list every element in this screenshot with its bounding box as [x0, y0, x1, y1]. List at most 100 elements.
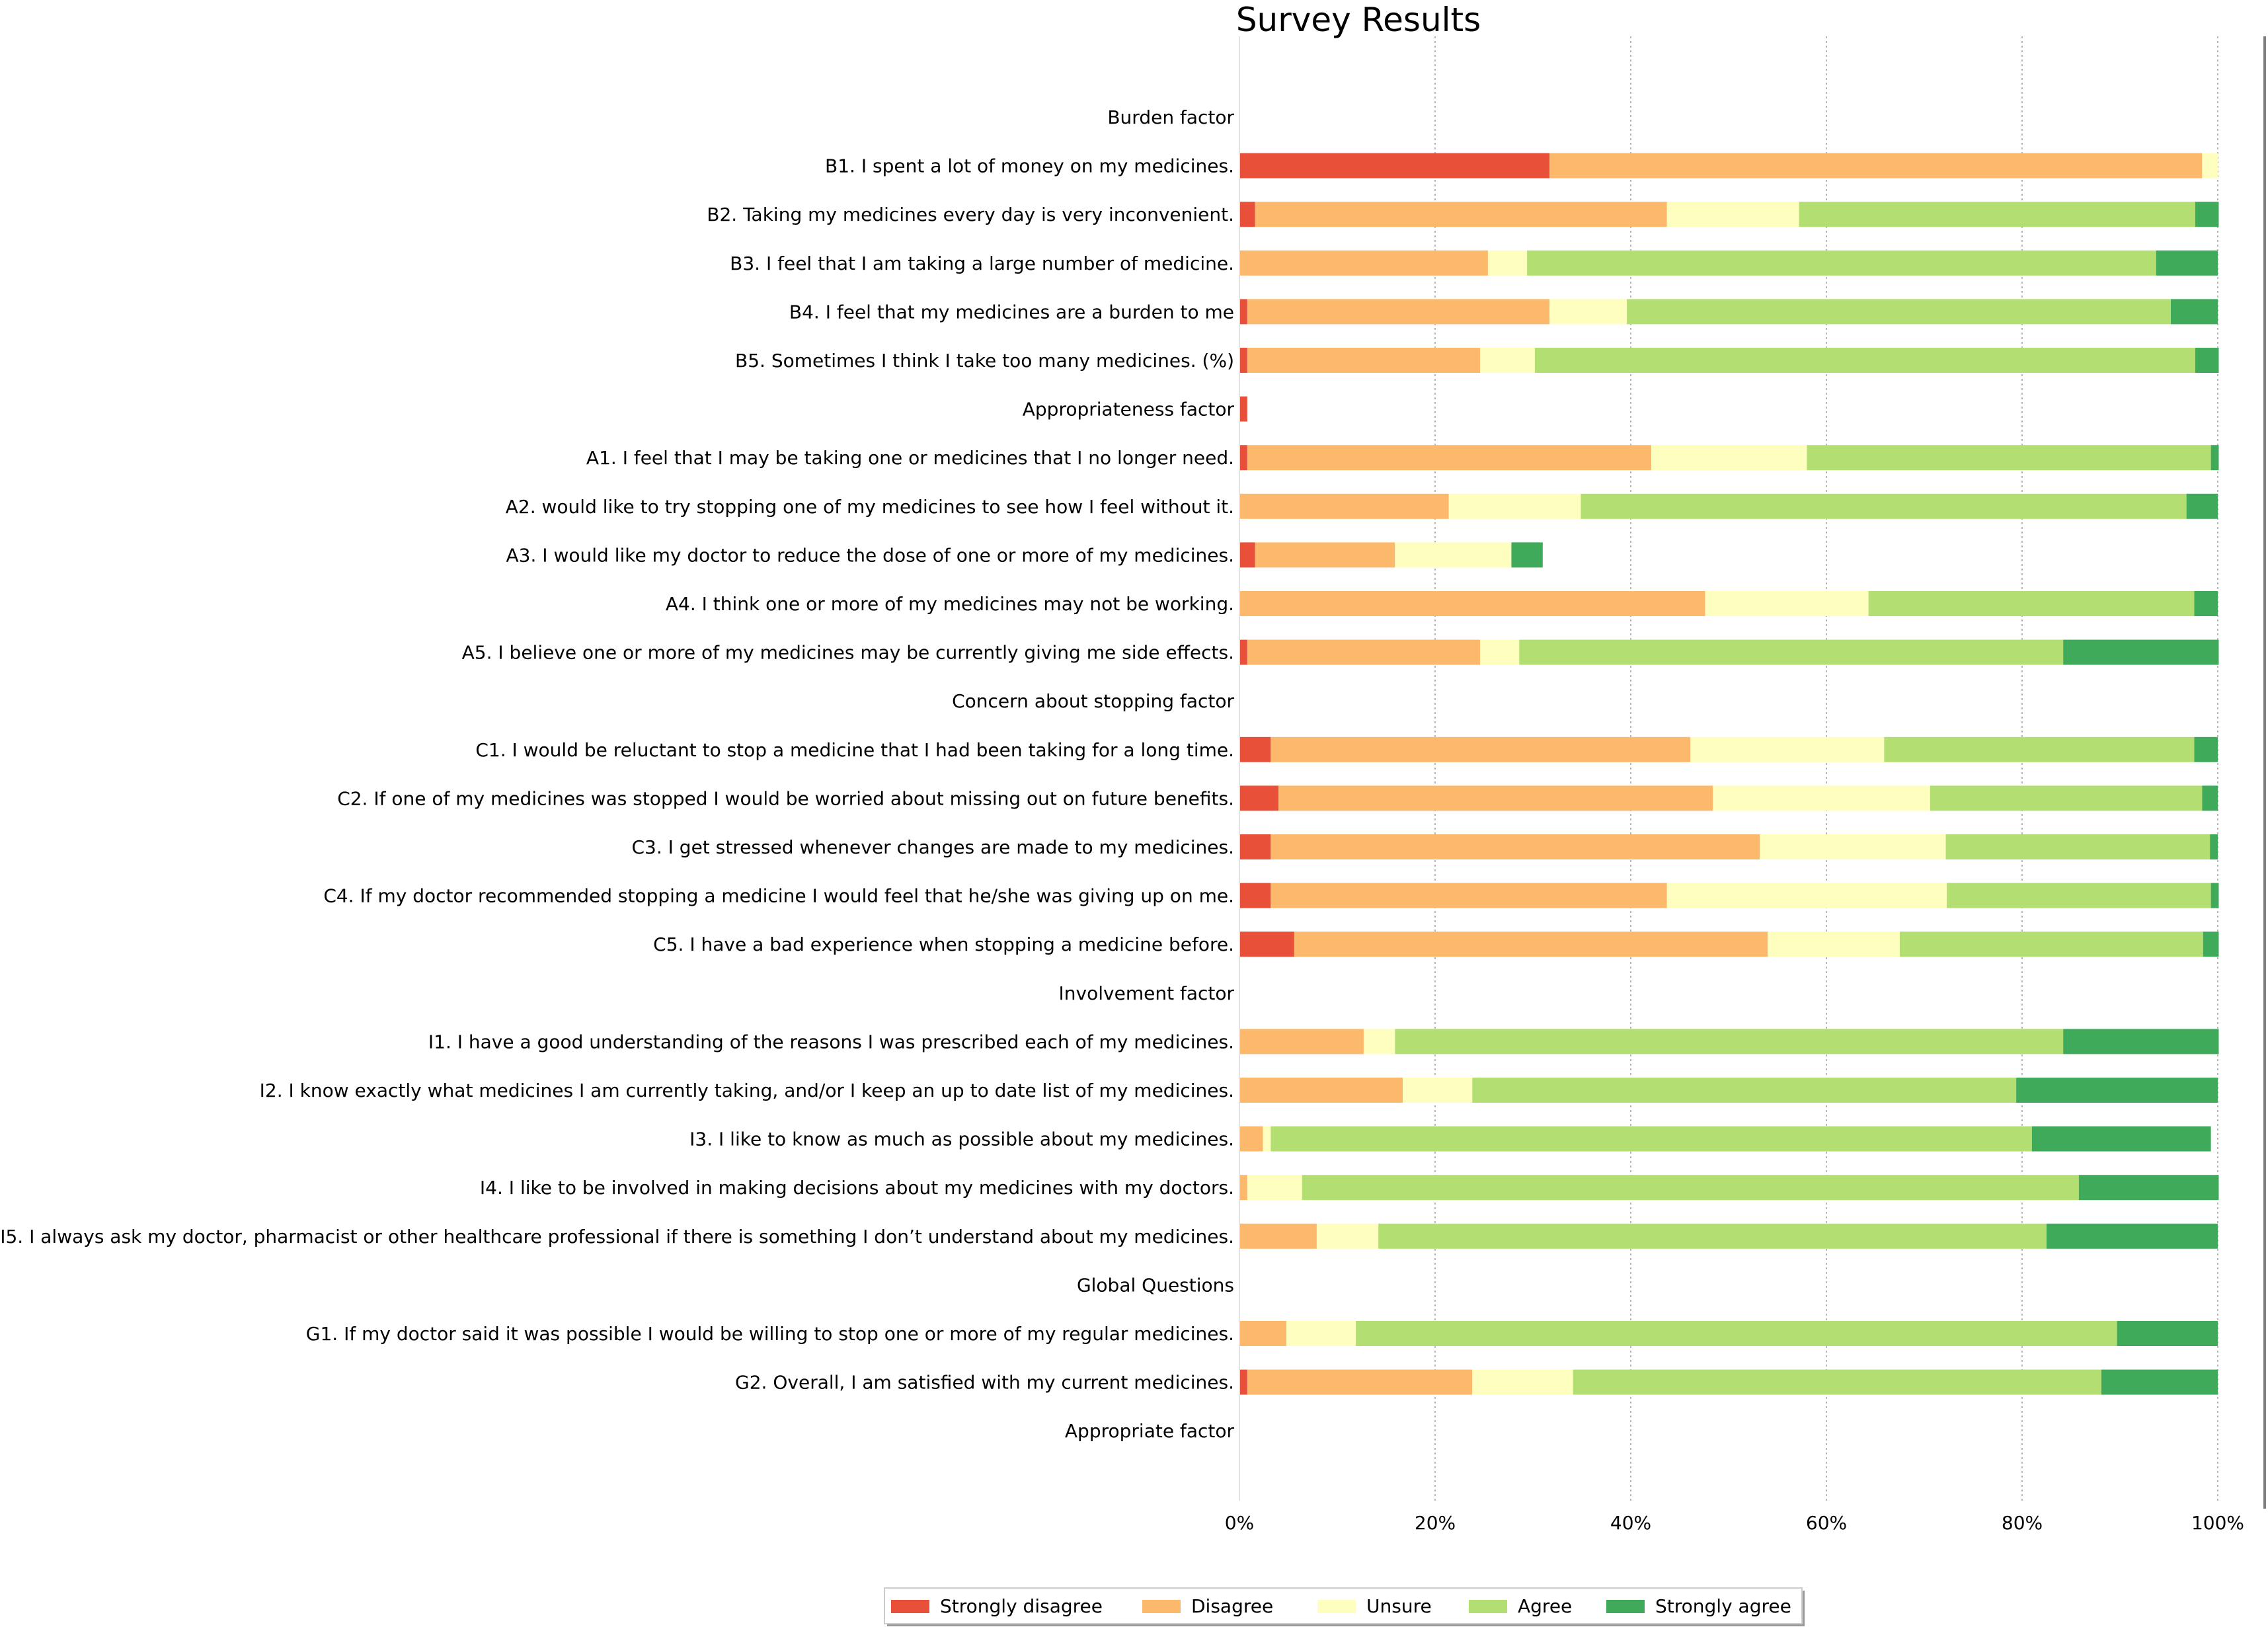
category-label: A1. I feel that I may be taking one or m… [586, 447, 1234, 469]
bar-agree [1378, 1223, 2047, 1249]
legend-swatch-agree [1469, 1600, 1507, 1613]
category-label: B4. I feel that my medicines are a burde… [789, 301, 1234, 323]
bar-strongly-disagree [1239, 445, 1247, 471]
category-label: I5. I always ask my doctor, pharmacist o… [0, 1226, 1234, 1248]
bar-disagree [1239, 1175, 1247, 1201]
bar-strongly-disagree [1239, 542, 1255, 568]
bar-disagree [1239, 1223, 1317, 1249]
bar-strongly-disagree [1239, 348, 1247, 373]
bar-strongly-disagree [1239, 202, 1255, 227]
legend-swatch-strongly-disagree [891, 1600, 929, 1613]
category-label: C5. I have a bad experience when stoppin… [653, 933, 1234, 955]
category-label: I3. I like to know as much as possible a… [689, 1129, 1234, 1150]
bar-disagree [1247, 639, 1481, 665]
bar-strongly-disagree [1239, 1369, 1247, 1395]
bar-strongly-disagree [1239, 396, 1247, 422]
bar-unsure [1480, 348, 1535, 373]
bar-agree [1534, 348, 2195, 373]
bar-strongly-agree [2047, 1223, 2218, 1249]
bar-agree [1472, 1078, 2017, 1103]
bar-strongly-agree [2210, 445, 2219, 471]
bar-strongly-agree [2210, 834, 2218, 859]
bar-agree [1573, 1369, 2101, 1395]
category-label: B3. I feel that I am taking a large numb… [730, 253, 1234, 274]
bar-strongly-disagree [1239, 785, 1279, 811]
x-tick-label: 40% [1610, 1512, 1651, 1534]
bar-disagree [1271, 736, 1691, 762]
legend-label: Unsure [1366, 1595, 1432, 1617]
legend-swatch-unsure [1317, 1600, 1356, 1613]
bar-unsure [1247, 1175, 1302, 1201]
legend-swatch-strongly-agree [1606, 1600, 1645, 1613]
legend-label: Strongly agree [1655, 1595, 1791, 1617]
bar-strongly-agree [2202, 785, 2218, 811]
bar-strongly-agree [2194, 591, 2218, 616]
bar-disagree [1239, 1126, 1263, 1152]
category-label: Concern about stopping factor [952, 690, 1234, 712]
bar-agree [1519, 639, 2064, 665]
bar-agree [1395, 1029, 2064, 1054]
x-tick-label: 100% [2191, 1512, 2244, 1534]
bar-agree [1581, 493, 2187, 519]
bar-strongly-agree [2195, 348, 2219, 373]
bar-unsure [1760, 834, 1946, 859]
bar-unsure [1768, 932, 1900, 957]
bar-disagree [1239, 1078, 1403, 1103]
category-label: G2. Overall, I am satisfied with my curr… [735, 1372, 1234, 1394]
bar-agree [1868, 591, 2195, 616]
bar-agree [1930, 785, 2203, 811]
bar-disagree [1271, 834, 1760, 859]
bar-disagree [1255, 542, 1395, 568]
category-label: B2. Taking my medicines every day is ver… [707, 204, 1234, 225]
x-tick-label: 80% [2002, 1512, 2043, 1534]
legend: Strongly disagree Disagree Unsure Agree Stro… [884, 1587, 1805, 1626]
x-tick-label: 20% [1415, 1512, 1456, 1534]
bar-unsure [2202, 153, 2218, 179]
bar-disagree [1239, 250, 1488, 276]
legend-swatch-disagree [1142, 1600, 1181, 1613]
category-label: C1. I would be reluctant to stop a medic… [475, 739, 1234, 761]
bar-unsure [1316, 1223, 1379, 1249]
bar-agree [1945, 834, 2210, 859]
bar-strongly-agree [2063, 639, 2219, 665]
category-label: Appropriate factor [1065, 1420, 1235, 1442]
bar-disagree [1255, 202, 1667, 227]
bar-unsure [1448, 493, 1581, 519]
bar-strongly-agree [2117, 1321, 2218, 1346]
bar-agree [1884, 736, 2195, 762]
bar-strongly-disagree [1239, 834, 1271, 859]
bar-strongly-agree [2063, 1029, 2219, 1054]
bar-strongly-disagree [1239, 932, 1294, 957]
bar-unsure [1286, 1321, 1356, 1346]
bar-unsure [1472, 1369, 1573, 1395]
bar-strongly-agree [2195, 202, 2219, 227]
bar-disagree [1247, 299, 1550, 325]
chart-title: Survey Results [1236, 1, 1481, 39]
bar-unsure [1666, 202, 1799, 227]
bar-unsure [1395, 542, 1512, 568]
bar-strongly-agree [2156, 250, 2218, 276]
bar-unsure [1713, 785, 1930, 811]
category-label: Appropriateness factor [1023, 399, 1235, 420]
x-gridlines [1434, 36, 2218, 1501]
y-axis-labels: Burden factor B1. I spent a lot of money … [0, 106, 1234, 1442]
bar-disagree [1247, 445, 1652, 471]
bar-disagree [1294, 932, 1768, 957]
bar-strongly-agree [2186, 493, 2218, 519]
bar-agree [1356, 1321, 2117, 1346]
bar-disagree [1271, 883, 1667, 908]
category-label: B1. I spent a lot of money on my medicin… [825, 155, 1234, 177]
bar-strongly-agree [2203, 932, 2219, 957]
x-tick-label: 0% [1225, 1512, 1254, 1534]
bar-disagree [1239, 591, 1705, 616]
bar-strongly-agree [1511, 542, 1543, 568]
bar-unsure [1690, 736, 1885, 762]
category-label: I1. I have a good understanding of the r… [428, 1031, 1234, 1052]
bar-agree [1271, 1126, 2032, 1152]
bar-strongly-disagree [1239, 639, 1247, 665]
bar-disagree [1247, 348, 1481, 373]
category-label: Involvement factor [1059, 982, 1235, 1004]
bar-strongly-agree [2170, 299, 2218, 325]
bar-disagree [1239, 1029, 1364, 1054]
